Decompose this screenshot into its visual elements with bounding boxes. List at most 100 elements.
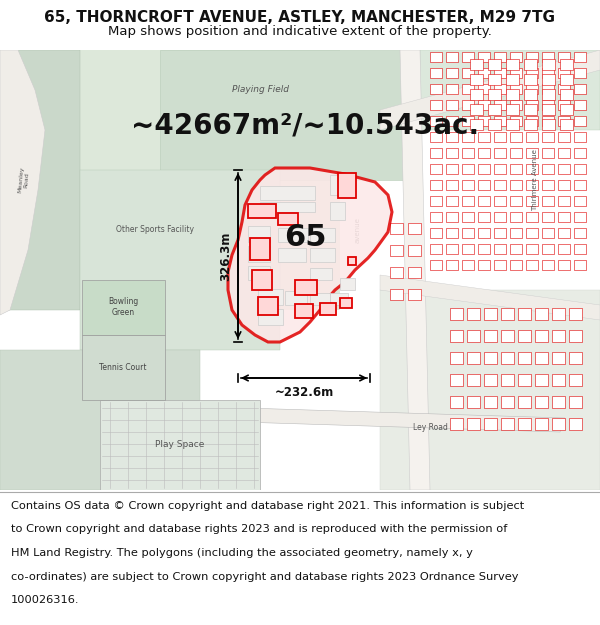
Bar — [510, 148, 522, 158]
Bar — [470, 74, 483, 85]
Bar — [462, 84, 474, 94]
Bar — [526, 244, 538, 254]
Bar — [470, 89, 483, 100]
Bar — [488, 59, 501, 70]
Bar — [524, 104, 537, 115]
Bar — [560, 89, 573, 100]
Bar — [390, 267, 403, 278]
Bar — [574, 244, 586, 254]
Bar — [510, 260, 522, 270]
Text: Other Sports Facility: Other Sports Facility — [116, 226, 194, 234]
Bar — [558, 228, 570, 238]
Text: 65: 65 — [284, 224, 326, 253]
Bar — [462, 260, 474, 270]
Bar — [569, 352, 582, 364]
Bar — [501, 308, 514, 320]
Bar — [560, 104, 573, 115]
Bar — [430, 228, 442, 238]
Bar — [450, 352, 463, 364]
Bar — [526, 180, 538, 190]
Bar — [450, 308, 463, 320]
Bar — [560, 74, 573, 85]
Bar — [542, 132, 554, 142]
Bar — [484, 308, 497, 320]
Text: ~232.6m: ~232.6m — [274, 386, 334, 399]
Bar — [478, 132, 490, 142]
Bar — [450, 418, 463, 430]
Bar — [248, 204, 276, 218]
Bar — [462, 228, 474, 238]
Bar — [542, 244, 554, 254]
Bar — [430, 212, 442, 222]
Text: Bowling
Green: Bowling Green — [108, 298, 138, 317]
Bar — [569, 308, 582, 320]
Bar — [552, 308, 565, 320]
Bar — [450, 374, 463, 386]
Polygon shape — [82, 335, 165, 400]
Bar — [510, 116, 522, 126]
Bar — [430, 196, 442, 206]
Bar — [501, 374, 514, 386]
Polygon shape — [380, 275, 600, 320]
Bar — [340, 278, 355, 290]
Polygon shape — [0, 350, 200, 490]
Bar — [488, 104, 501, 115]
Bar — [430, 116, 442, 126]
Text: Map shows position and indicative extent of the property.: Map shows position and indicative extent… — [108, 24, 492, 38]
Bar — [552, 330, 565, 342]
Bar — [494, 260, 506, 270]
Bar — [462, 180, 474, 190]
Bar — [462, 132, 474, 142]
Bar — [478, 68, 490, 78]
Bar — [558, 68, 570, 78]
Bar — [260, 202, 315, 212]
Bar — [542, 196, 554, 206]
Text: Thirlmere Avenue: Thirlmere Avenue — [532, 149, 538, 211]
Bar — [526, 228, 538, 238]
Polygon shape — [420, 50, 600, 130]
Bar — [506, 104, 519, 115]
Bar — [467, 308, 480, 320]
Bar — [510, 228, 522, 238]
Bar — [446, 228, 458, 238]
Bar — [408, 223, 421, 234]
Bar — [470, 119, 483, 130]
Bar — [558, 212, 570, 222]
Bar — [330, 175, 348, 195]
Polygon shape — [100, 400, 260, 490]
Bar — [524, 59, 537, 70]
Bar — [494, 244, 506, 254]
Polygon shape — [82, 280, 165, 335]
Bar — [278, 213, 298, 225]
Bar — [542, 52, 554, 62]
Bar — [446, 132, 458, 142]
Bar — [260, 186, 315, 200]
Bar — [430, 148, 442, 158]
Bar — [467, 330, 480, 342]
Bar — [560, 119, 573, 130]
Bar — [278, 228, 308, 242]
Polygon shape — [380, 290, 600, 490]
Bar — [494, 68, 506, 78]
Bar — [494, 100, 506, 110]
Bar — [569, 418, 582, 430]
Bar — [446, 260, 458, 270]
Bar — [501, 330, 514, 342]
Bar — [574, 164, 586, 174]
Bar — [446, 196, 458, 206]
Bar — [467, 396, 480, 408]
Bar — [569, 330, 582, 342]
Bar — [488, 74, 501, 85]
Bar — [478, 164, 490, 174]
Bar — [484, 396, 497, 408]
Bar — [430, 132, 442, 142]
Bar — [558, 196, 570, 206]
Bar — [542, 74, 555, 85]
Bar — [526, 132, 538, 142]
Bar — [542, 68, 554, 78]
Bar — [558, 148, 570, 158]
Bar — [526, 212, 538, 222]
Bar — [478, 228, 490, 238]
Bar — [330, 293, 348, 305]
Bar — [484, 418, 497, 430]
